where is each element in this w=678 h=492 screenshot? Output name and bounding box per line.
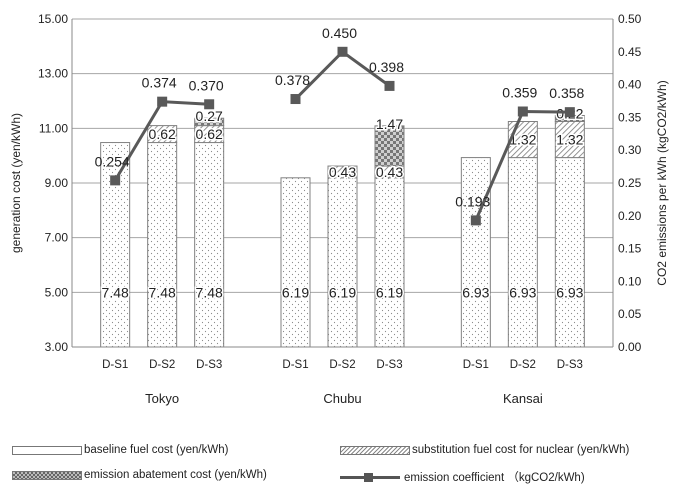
emission-value-label: 0.254 [95, 153, 130, 169]
bar-segment [554, 121, 585, 159]
x-tick-label: D-S3 [557, 359, 583, 371]
x-tick-label: D-S2 [329, 359, 355, 371]
y2-tick-label: 0.45 [618, 45, 642, 59]
bar-segment [327, 165, 358, 179]
emission-point [470, 215, 481, 226]
emission-value-label: 0.450 [322, 25, 357, 41]
emission-point [157, 96, 168, 107]
bar-value-label: 0.43 [376, 164, 403, 180]
y-tick-label: 3.00 [45, 340, 69, 354]
y2-tick-label: 0.05 [618, 307, 642, 321]
y2-tick-label: 0.30 [618, 143, 642, 157]
bar-value-label: 1.47 [376, 116, 403, 132]
x-tick-label: D-S2 [510, 359, 536, 371]
bar-value-label: 0.62 [149, 126, 176, 142]
bar-segment [327, 177, 358, 348]
bar-segment [100, 142, 131, 348]
emission-point [564, 107, 575, 118]
y-tick-label: 5.00 [45, 285, 69, 299]
emission-value-label: 0.358 [549, 85, 584, 101]
y2-tick-label: 0.40 [618, 78, 642, 92]
bar-segment [460, 157, 491, 348]
emission-value-label: 0.370 [189, 77, 224, 93]
bar-segment [194, 142, 225, 348]
bar-value-label: 1.32 [509, 132, 536, 148]
emission-point [290, 94, 301, 105]
bar-value-label: 1.32 [556, 132, 583, 148]
bar-value-label: 6.19 [376, 284, 403, 300]
emission-point [384, 80, 395, 91]
bar-segment [374, 125, 405, 167]
y2-axis-title: CO2 emissions per kWh (kgCO2/kWh) [655, 80, 669, 285]
x-tick-label: D-S1 [463, 359, 489, 371]
y2-tick-label: 0.50 [618, 12, 642, 26]
bar-value-label: 7.48 [196, 284, 223, 300]
bar-value-label: 6.93 [462, 284, 489, 300]
bar-value-label: 6.19 [282, 284, 309, 300]
emission-value-label: 0.193 [455, 193, 490, 209]
y-tick-label: 15.00 [38, 12, 68, 26]
bar-segment [507, 157, 538, 348]
bar-segment [147, 125, 178, 144]
emission-value-label: 0.378 [275, 72, 310, 88]
bar-value-label: 6.93 [509, 284, 536, 300]
emission-point [337, 46, 348, 57]
emission-value-label: 0.398 [369, 59, 404, 75]
bar-value-label: 0.43 [329, 164, 356, 180]
x-group-label: Kansai [503, 391, 543, 406]
x-tick-label: D-S2 [149, 359, 175, 371]
y-tick-label: 11.00 [39, 121, 68, 135]
x-tick-label: D-S3 [196, 359, 222, 371]
x-tick-label: D-S3 [376, 359, 402, 371]
y-axis-title: generation cost (yen/kWh) [9, 113, 23, 253]
y2-tick-label: 0.15 [618, 242, 642, 256]
y2-tick-label: 0.20 [618, 209, 642, 223]
y-tick-label: 7.00 [45, 231, 69, 245]
emission-value-label: 0.359 [502, 84, 537, 100]
y2-tick-label: 0.10 [618, 274, 642, 288]
emission-value-label: 0.374 [142, 75, 177, 91]
y2-tick-label: 0.35 [618, 110, 642, 124]
x-group-label: Tokyo [145, 391, 179, 406]
emission-point [517, 106, 528, 117]
bar-segment [147, 142, 178, 348]
bar-segment [374, 177, 405, 348]
bar-value-label: 0.62 [196, 126, 223, 142]
bar-value-label: 6.93 [556, 284, 583, 300]
emission-point [204, 99, 215, 110]
x-group-label: Chubu [323, 391, 361, 406]
bar-value-label: 0.27 [196, 108, 223, 124]
y-tick-label: 13.00 [38, 67, 68, 81]
emission-point [110, 175, 121, 186]
y2-tick-label: 0.25 [618, 176, 642, 190]
bar-segment [194, 117, 225, 127]
y2-tick-label: 0.00 [618, 340, 642, 354]
bar-segment [554, 157, 585, 348]
x-tick-label: D-S1 [102, 359, 128, 371]
x-tick-label: D-S1 [282, 359, 308, 371]
bar-value-label: 7.48 [102, 284, 129, 300]
bar-segment [280, 177, 311, 348]
bar-value-label: 7.48 [149, 284, 176, 300]
bar-segment [507, 121, 538, 159]
y-tick-label: 9.00 [45, 176, 69, 190]
bar-value-label: 6.19 [329, 284, 356, 300]
